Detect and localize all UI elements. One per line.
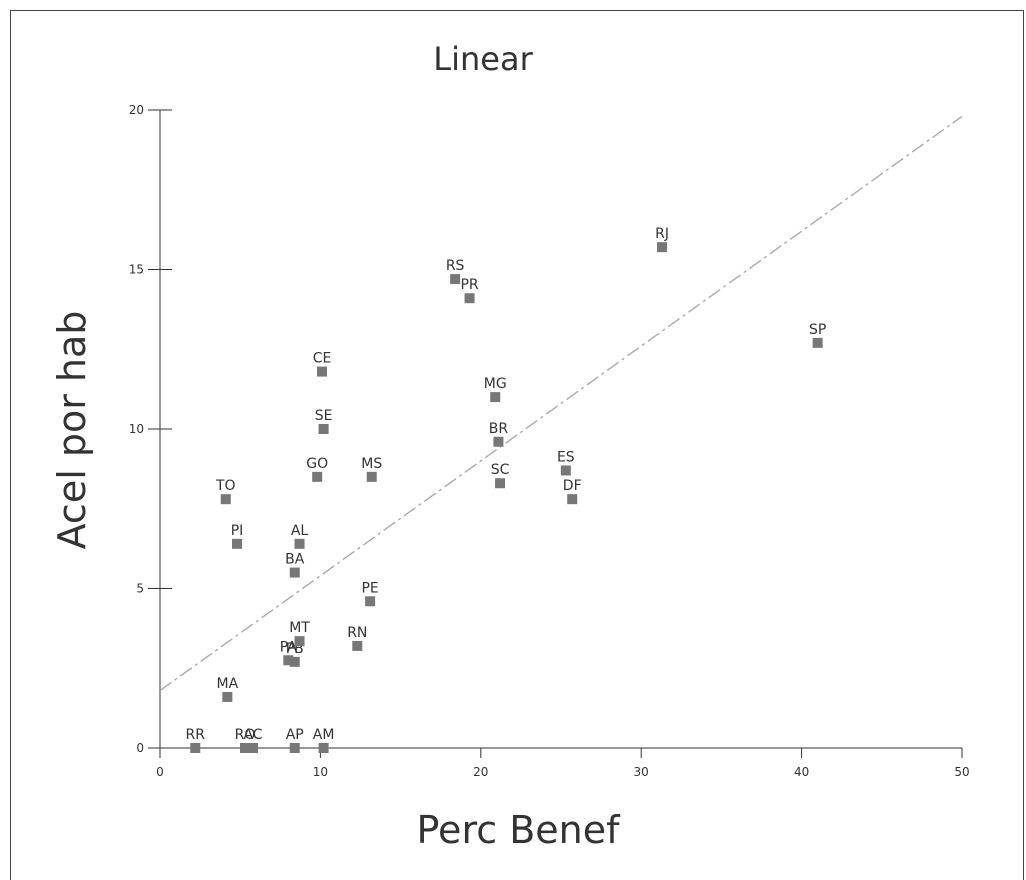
- point-label-ap: AP: [286, 727, 304, 743]
- point-br: [493, 436, 504, 447]
- y-tick-label-0: 0: [136, 741, 144, 755]
- point-label-pe: PE: [361, 580, 378, 596]
- y-axis-title: Acel por hab: [50, 311, 94, 550]
- point-rs: [450, 274, 461, 285]
- point-go: [312, 471, 323, 482]
- point-label-se: SE: [315, 408, 333, 424]
- x-tick-label-40: 40: [794, 765, 809, 779]
- fit-line-group: [159, 115, 963, 692]
- point-sp: [812, 337, 823, 348]
- point-label-ba: BA: [285, 552, 305, 568]
- point-sc: [495, 478, 506, 489]
- fit-line: [159, 115, 963, 692]
- point-rr: [190, 743, 201, 753]
- chart-frame: [10, 10, 1024, 880]
- point-al: [294, 538, 305, 549]
- point-label-go: GO: [306, 456, 328, 472]
- point-pb: [289, 656, 300, 667]
- point-se: [318, 424, 329, 434]
- x-axis-title: Perc Benef: [417, 808, 622, 852]
- x-tick-label-0: 0: [156, 765, 164, 779]
- point-to: [220, 494, 231, 505]
- y-tick-label-20: 20: [129, 103, 144, 117]
- point-ma: [222, 691, 233, 702]
- y-tick-label-5: 5: [136, 582, 144, 596]
- point-ro: [240, 743, 251, 753]
- chart-title: Linear: [433, 40, 533, 78]
- point-label-al: AL: [291, 523, 309, 539]
- point-label-rj: RJ: [655, 226, 669, 242]
- point-label-rr: RR: [186, 727, 206, 743]
- point-label-pr: PR: [460, 277, 478, 293]
- x-tick-label-30: 30: [634, 765, 649, 779]
- point-label-sc: SC: [491, 462, 510, 478]
- point-ba: [289, 567, 300, 578]
- point-label-pa: PA: [280, 639, 298, 655]
- point-label-ce: CE: [313, 351, 332, 367]
- y-tick-label-10: 10: [129, 422, 144, 436]
- point-label-br: BR: [489, 421, 509, 437]
- point-am: [318, 743, 329, 753]
- point-pe: [365, 596, 376, 607]
- point-label-df: DF: [563, 478, 582, 494]
- point-ms: [366, 471, 377, 482]
- point-mt: [294, 636, 305, 647]
- point-label-mg: MG: [484, 376, 507, 392]
- point-ce: [317, 366, 328, 377]
- point-label-sp: SP: [809, 322, 826, 338]
- point-rj: [657, 242, 668, 253]
- x-tick-label-20: 20: [473, 765, 488, 779]
- point-label-mt: MT: [289, 620, 310, 636]
- point-label-ac: AC: [243, 727, 262, 743]
- y-tick-label-15: 15: [129, 263, 144, 277]
- point-label-ms: MS: [361, 456, 382, 472]
- point-pa: [283, 655, 294, 666]
- point-label-to: TO: [215, 478, 236, 494]
- y-axis-ticks: 0 5 10 15 20: [129, 103, 172, 755]
- point-rn: [352, 640, 363, 651]
- point-label-pi: PI: [231, 523, 244, 539]
- point-label-am: AM: [313, 727, 335, 743]
- point-label-ro: RO: [235, 727, 256, 743]
- point-es: [560, 465, 571, 476]
- point-mg: [490, 392, 501, 403]
- point-label-es: ES: [557, 449, 575, 465]
- point-label-rs: RS: [446, 258, 465, 274]
- x-tick-label-50: 50: [954, 765, 969, 779]
- x-tick-label-10: 10: [313, 765, 328, 779]
- x-axis-ticks: 0 10 20 30 40 50: [156, 748, 970, 779]
- point-ac: [248, 743, 259, 753]
- point-pi: [231, 538, 242, 549]
- point-pr: [464, 293, 475, 304]
- point-df: [567, 494, 578, 505]
- point-ap: [289, 743, 300, 753]
- point-label-ma: MA: [217, 676, 239, 692]
- point-label-rn: RN: [347, 625, 367, 641]
